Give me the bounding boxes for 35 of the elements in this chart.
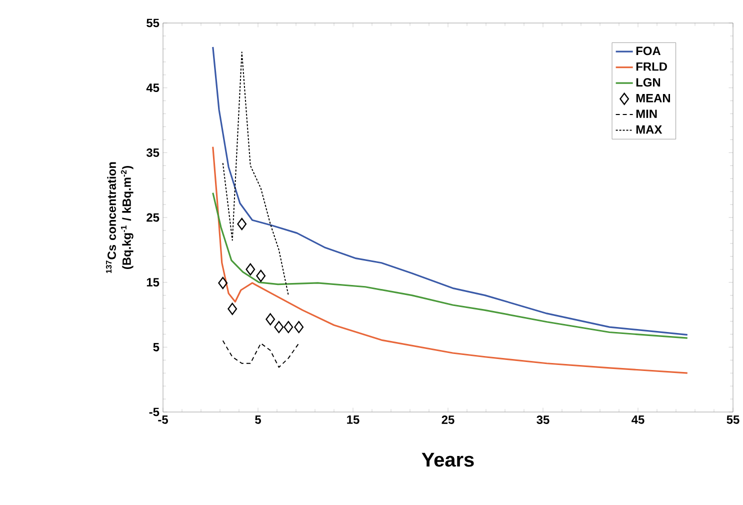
point bbox=[256, 270, 266, 282]
x-axis-title: Years bbox=[422, 452, 474, 467]
x-tick-label: 45 bbox=[632, 416, 644, 424]
x-tick-label: 15 bbox=[347, 416, 360, 424]
legend-label: FRLD bbox=[636, 62, 667, 71]
line-series bbox=[212, 46, 688, 336]
point bbox=[274, 320, 284, 334]
x-tick-label: 5 bbox=[255, 416, 261, 424]
y-tick-label: 35 bbox=[146, 148, 160, 157]
x-tick-label: 25 bbox=[442, 416, 454, 424]
point bbox=[237, 218, 247, 230]
line-series bbox=[222, 52, 289, 296]
legend-label: MIN bbox=[636, 110, 657, 118]
legend-label: MEAN bbox=[636, 94, 670, 102]
y-tick-label: 15 bbox=[146, 278, 160, 286]
y-tick-label: 45 bbox=[146, 84, 160, 92]
x-tick-label: 35 bbox=[536, 416, 550, 424]
line-series bbox=[222, 340, 300, 368]
line-series bbox=[212, 146, 688, 374]
point bbox=[284, 320, 294, 334]
legend-label: FOA bbox=[636, 46, 661, 56]
y-tick-label: 25 bbox=[146, 213, 160, 222]
point bbox=[228, 302, 238, 315]
point bbox=[218, 276, 228, 290]
y-tick-label: -5 bbox=[149, 408, 160, 416]
legend-label: LGN bbox=[636, 78, 660, 87]
x-tick-label: 55 bbox=[726, 416, 740, 424]
point bbox=[266, 313, 276, 326]
legend-label: MAX bbox=[636, 125, 662, 134]
point bbox=[246, 263, 256, 276]
y-tick-label: 55 bbox=[146, 18, 160, 28]
point bbox=[294, 320, 304, 334]
y-tick-label: 5 bbox=[153, 343, 160, 352]
line-series bbox=[212, 192, 688, 339]
x-tick-label: -5 bbox=[158, 416, 168, 424]
